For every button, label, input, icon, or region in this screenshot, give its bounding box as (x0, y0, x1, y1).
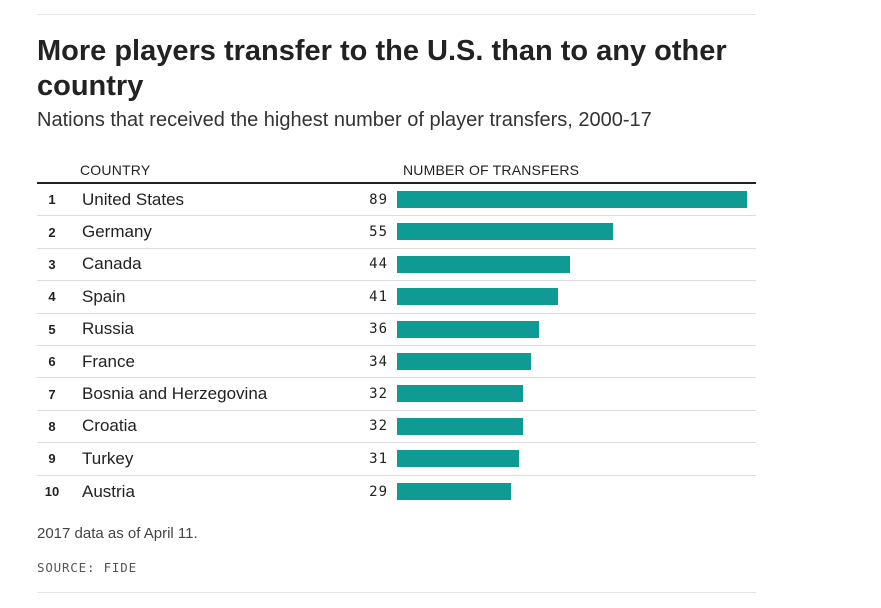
top-rule (37, 14, 756, 15)
table-row: 3 Canada 44 (37, 249, 756, 282)
rank-label: 5 (48, 321, 56, 337)
value-label: 41 (369, 288, 388, 305)
rank-label: 8 (48, 418, 56, 434)
value-label: 31 (369, 450, 388, 467)
country-label: United States (82, 189, 185, 209)
country-label: Canada (82, 254, 142, 274)
rank-label: 4 (48, 289, 56, 305)
value-label: 34 (369, 353, 388, 370)
bottom-rule (37, 592, 756, 593)
value-label: 89 (369, 191, 388, 208)
chart-title: More players transfer to the U.S. than t… (37, 35, 727, 102)
country-label: Croatia (82, 416, 137, 436)
bar (397, 417, 523, 435)
table-row: 9 Turkey 31 (37, 443, 756, 476)
table-row: 5 Russia 36 (37, 314, 756, 346)
source-line: SOURCE: FIDE (37, 560, 137, 575)
bar (397, 385, 523, 403)
header-rule (37, 182, 756, 184)
value-label: 44 (369, 256, 388, 273)
country-label: Germany (82, 222, 152, 242)
value-label: 32 (369, 386, 388, 403)
value-label: 55 (369, 224, 388, 241)
value-label: 32 (369, 418, 388, 435)
table-row: 7 Bosnia and Herzegovina 32 (37, 378, 756, 411)
rank-label: 1 (48, 192, 56, 208)
table-row: 1 United States 89 (37, 184, 756, 217)
footnote: 2017 data as of April 11. (37, 525, 198, 542)
bar (397, 223, 614, 241)
rank-label: 6 (48, 354, 56, 370)
country-label: Bosnia and Herzegovina (82, 384, 268, 404)
country-label: Russia (82, 319, 134, 339)
bar (397, 255, 571, 273)
rank-label: 7 (48, 386, 56, 402)
country-label: Spain (82, 286, 126, 306)
column-header-transfers: NUMBER OF TRANSFERS (403, 162, 580, 178)
bar (397, 320, 539, 338)
table-row: 10 Austria 29 (37, 476, 756, 508)
rank-label: 10 (44, 484, 60, 500)
country-label: Austria (82, 481, 135, 501)
bar (397, 352, 531, 370)
bar-table: 1 United States 89 2 Germany 55 3 Canada 44 4 Spai… (37, 184, 756, 508)
table-row: 6 France 34 (37, 346, 756, 379)
bar (397, 288, 559, 306)
bar (397, 191, 747, 208)
bar (397, 450, 519, 468)
column-header-country: COUNTRY (80, 162, 151, 178)
value-label: 36 (369, 321, 388, 338)
country-label: Turkey (82, 448, 134, 468)
rank-label: 2 (48, 224, 56, 240)
table-row: 8 Croatia 32 (37, 411, 756, 444)
value-label: 29 (369, 483, 388, 500)
country-label: France (82, 351, 135, 371)
table-row: 4 Spain 41 (37, 281, 756, 314)
chart-subtitle: Nations that received the highest number… (37, 109, 652, 131)
rank-label: 9 (48, 451, 56, 467)
table-row: 2 Germany 55 (37, 216, 756, 249)
rank-label: 3 (48, 256, 56, 272)
bar (397, 482, 512, 500)
